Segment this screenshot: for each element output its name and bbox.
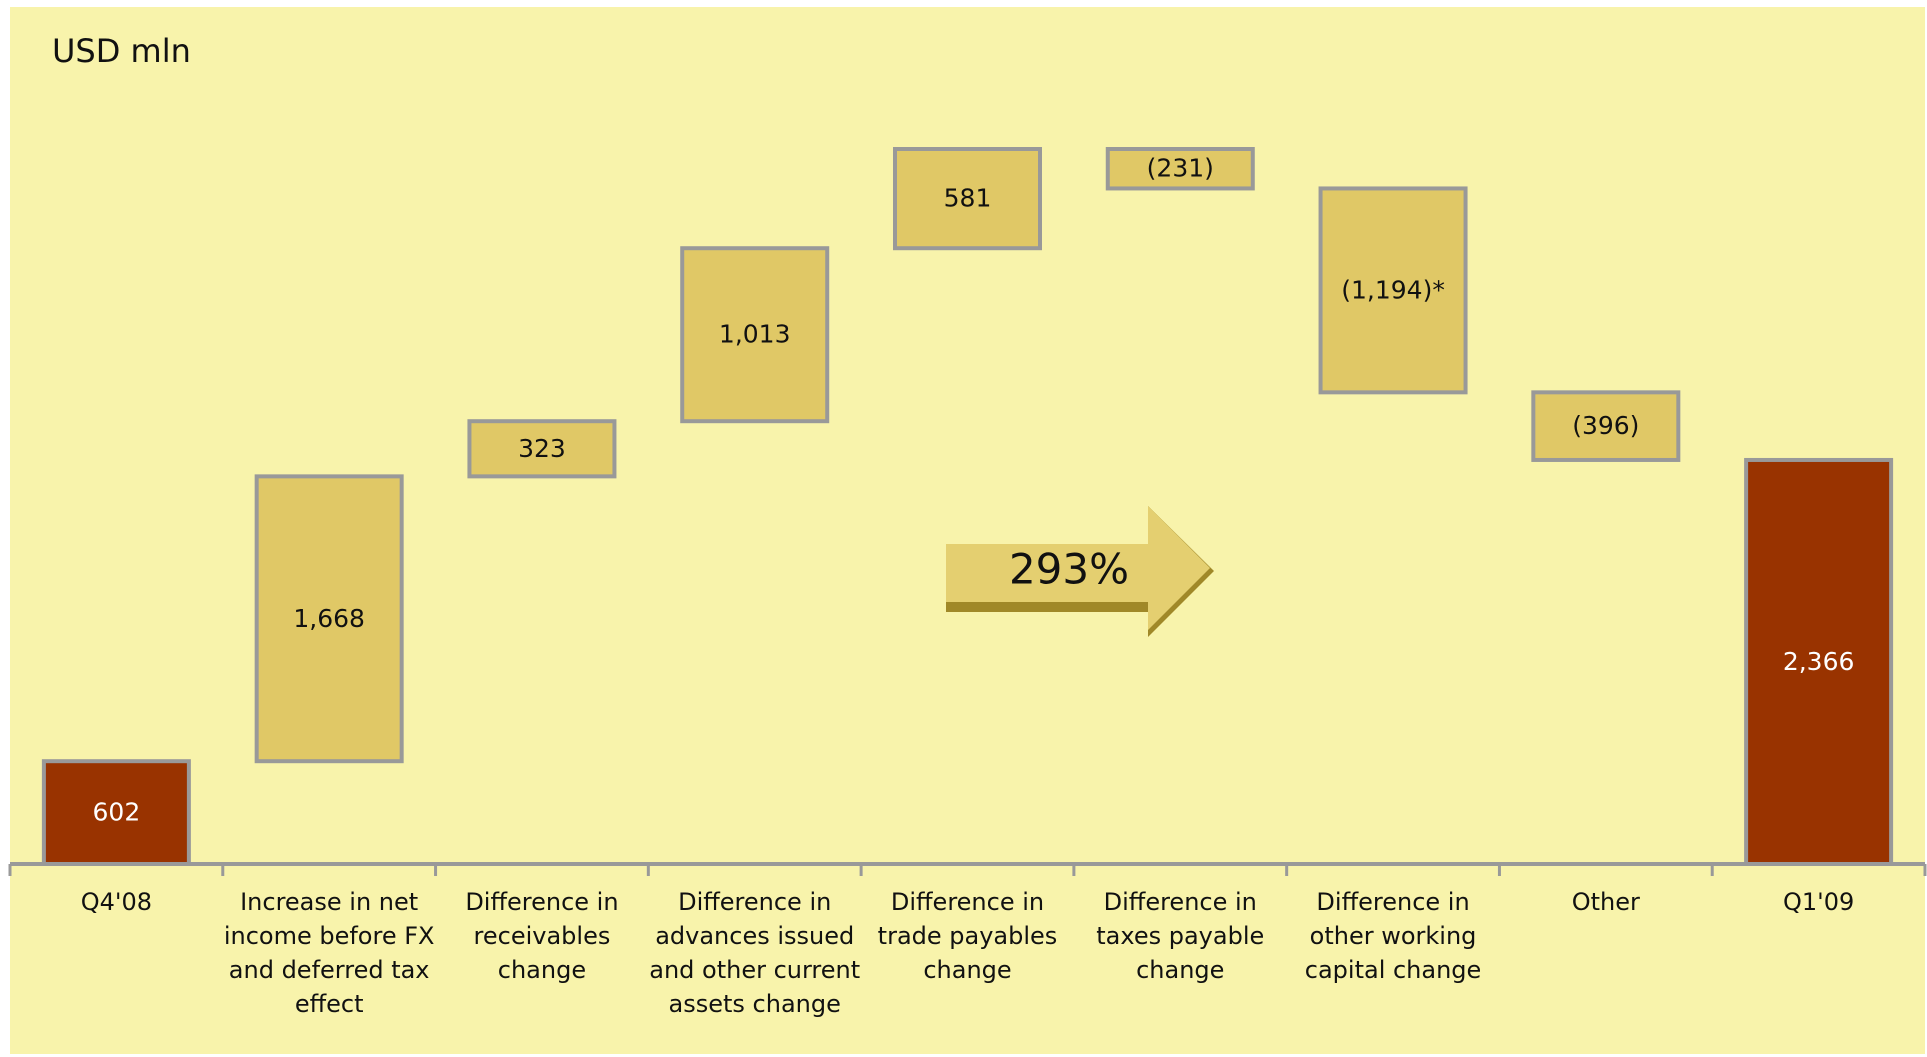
- chart-title: USD mln: [52, 32, 191, 70]
- value-label: 581: [944, 184, 992, 213]
- value-label: 1,668: [293, 604, 365, 633]
- delta-bar: [1531, 390, 1681, 462]
- x-tick-label: Other: [1571, 888, 1640, 916]
- delta-bar: [1318, 186, 1468, 395]
- x-tick-label: Difference in other working capital chan…: [1304, 888, 1482, 984]
- annotation: 293%: [1009, 545, 1129, 594]
- value-label: 2,366: [1783, 647, 1855, 676]
- x-tick-label: Difference in receivables change: [465, 888, 619, 984]
- x-tick-label: Difference in advances issued and other …: [649, 888, 861, 1018]
- delta-bar: [680, 246, 830, 424]
- value-label: 602: [93, 798, 141, 827]
- value-label: 1,013: [719, 320, 791, 349]
- total-bar: [1744, 457, 1894, 866]
- total-bar: [41, 759, 191, 867]
- delta-bar: [893, 147, 1042, 251]
- value-label: (396): [1572, 411, 1639, 440]
- arrow: [946, 506, 1214, 637]
- x-tick-label: Difference in trade payables change: [877, 888, 1058, 984]
- delta-bar: [254, 474, 404, 764]
- x-tick-label: Difference in taxes payable change: [1096, 888, 1265, 984]
- x-tick-label: Q1'09: [1782, 888, 1855, 916]
- x-tick-label: Q4'08: [80, 888, 153, 916]
- value-label: (1,194)*: [1341, 275, 1445, 304]
- value-label: (231): [1147, 154, 1214, 183]
- delta-bar: [467, 419, 617, 479]
- delta-bar: [1105, 147, 1255, 191]
- value-label: 323: [518, 434, 566, 463]
- x-tick-label: Increase in net income before FX and def…: [223, 888, 435, 1018]
